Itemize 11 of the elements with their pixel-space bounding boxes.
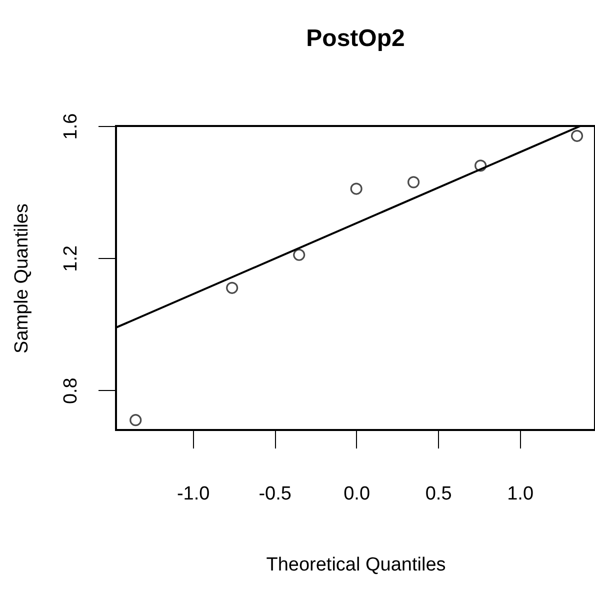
x-tick-label: 1.0 [507,484,534,504]
y-tick-label: 1.2 [60,245,82,272]
x-tick-label: -1.0 [176,484,210,504]
chart-title: PostOp2 [306,24,405,52]
x-tick-label: 0.5 [425,484,452,504]
y-axis-title: Sample Quantiles [12,204,32,354]
x-tick-label: 0.0 [344,484,370,504]
y-tick-label: 0.8 [60,378,82,404]
x-tick-label: -0.5 [258,484,292,504]
x-axis-title: Theoretical Quantiles [266,554,446,576]
y-tick-label: 1.6 [60,113,82,140]
